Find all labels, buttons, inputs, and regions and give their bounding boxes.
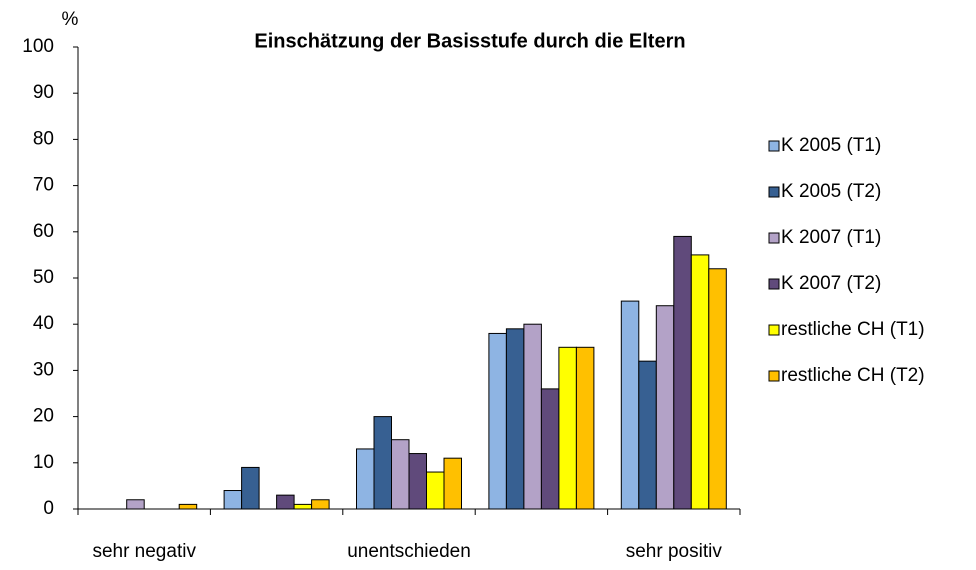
y-tick-label: 50 [33,267,54,288]
legend-label: K 2007 (T1) [781,227,881,248]
bar [373,416,392,510]
y-axis-label: % [62,9,79,30]
bar [223,490,243,510]
bar [708,268,727,510]
y-tick-label: 90 [33,82,54,103]
x-tick-label: sehr negativ [92,541,196,562]
bar [655,305,675,510]
bar [690,254,710,510]
legend-swatch [768,370,780,382]
x-tick-label: sehr positiv [626,541,723,562]
legend-label: K 2007 (T2) [781,273,881,294]
y-tick-label: 100 [22,36,54,57]
bar [126,499,145,510]
bar [505,328,525,510]
legend-label: K 2005 (T1) [781,135,881,156]
legend-swatch [768,324,780,336]
bar [408,453,427,510]
legend-label: K 2005 (T2) [781,181,881,202]
bar [178,503,198,510]
bar [488,332,507,510]
bar [241,466,260,510]
bar [276,494,295,510]
y-tick-label: 0 [43,498,54,519]
legend-swatch [768,278,780,290]
legend-label: restliche CH (T2) [781,365,925,386]
bar [443,457,462,510]
bar [673,235,692,510]
y-tick-label: 30 [33,359,54,380]
x-tick-label: unentschieden [347,541,471,562]
bar [426,471,445,510]
chart-title: Einschätzung der Basisstufe durch die El… [254,30,685,52]
y-tick-label: 70 [33,175,54,196]
bar [293,503,313,510]
legend-swatch [768,140,780,152]
bar [620,300,640,510]
bar [638,360,657,510]
y-tick-label: 10 [33,452,54,473]
bar [311,499,330,510]
y-tick-label: 20 [33,406,54,427]
bar [523,323,542,510]
bar [575,346,595,510]
y-tick-label: 40 [33,313,54,334]
y-tick-label: 60 [33,221,54,242]
bar [356,448,375,510]
bar [540,388,560,510]
legend-label: restliche CH (T1) [781,319,925,340]
y-tick-label: 80 [33,128,54,149]
legend-swatch [768,186,780,198]
legend-swatch [768,232,780,244]
bar [391,439,410,510]
bar [558,346,577,510]
